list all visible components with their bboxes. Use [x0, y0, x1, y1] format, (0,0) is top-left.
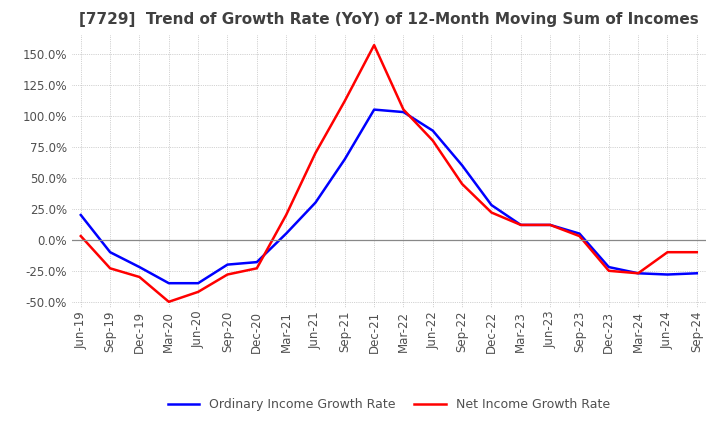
- Ordinary Income Growth Rate: [605, 264, 613, 270]
- Net Income Growth Rate: [663, 249, 672, 255]
- Ordinary Income Growth Rate: [575, 231, 584, 236]
- Net Income Growth Rate: [164, 299, 173, 304]
- Net Income Growth Rate: [487, 210, 496, 215]
- Net Income Growth Rate: [223, 272, 232, 277]
- Net Income Growth Rate: [605, 268, 613, 273]
- Line: Ordinary Income Growth Rate: Ordinary Income Growth Rate: [81, 110, 697, 283]
- Ordinary Income Growth Rate: [546, 222, 554, 227]
- Ordinary Income Growth Rate: [341, 157, 349, 162]
- Net Income Growth Rate: [458, 181, 467, 187]
- Legend: Ordinary Income Growth Rate, Net Income Growth Rate: Ordinary Income Growth Rate, Net Income …: [163, 393, 615, 416]
- Ordinary Income Growth Rate: [487, 202, 496, 208]
- Net Income Growth Rate: [135, 275, 144, 280]
- Net Income Growth Rate: [428, 138, 437, 143]
- Ordinary Income Growth Rate: [223, 262, 232, 267]
- Ordinary Income Growth Rate: [106, 249, 114, 255]
- Ordinary Income Growth Rate: [282, 231, 290, 236]
- Net Income Growth Rate: [76, 234, 85, 239]
- Net Income Growth Rate: [106, 266, 114, 271]
- Title: [7729]  Trend of Growth Rate (YoY) of 12-Month Moving Sum of Incomes: [7729] Trend of Growth Rate (YoY) of 12-…: [79, 12, 698, 27]
- Net Income Growth Rate: [575, 234, 584, 239]
- Ordinary Income Growth Rate: [253, 260, 261, 265]
- Net Income Growth Rate: [546, 222, 554, 227]
- Net Income Growth Rate: [634, 271, 642, 276]
- Ordinary Income Growth Rate: [516, 222, 525, 227]
- Net Income Growth Rate: [370, 43, 379, 48]
- Net Income Growth Rate: [194, 289, 202, 294]
- Ordinary Income Growth Rate: [135, 264, 144, 270]
- Net Income Growth Rate: [341, 98, 349, 103]
- Ordinary Income Growth Rate: [399, 110, 408, 115]
- Net Income Growth Rate: [282, 213, 290, 218]
- Net Income Growth Rate: [253, 266, 261, 271]
- Ordinary Income Growth Rate: [164, 281, 173, 286]
- Ordinary Income Growth Rate: [194, 281, 202, 286]
- Line: Net Income Growth Rate: Net Income Growth Rate: [81, 45, 697, 302]
- Ordinary Income Growth Rate: [311, 200, 320, 205]
- Net Income Growth Rate: [311, 150, 320, 156]
- Ordinary Income Growth Rate: [370, 107, 379, 112]
- Net Income Growth Rate: [399, 107, 408, 112]
- Ordinary Income Growth Rate: [76, 213, 85, 218]
- Ordinary Income Growth Rate: [693, 271, 701, 276]
- Ordinary Income Growth Rate: [663, 272, 672, 277]
- Ordinary Income Growth Rate: [428, 128, 437, 133]
- Net Income Growth Rate: [693, 249, 701, 255]
- Ordinary Income Growth Rate: [634, 271, 642, 276]
- Ordinary Income Growth Rate: [458, 163, 467, 168]
- Net Income Growth Rate: [516, 222, 525, 227]
